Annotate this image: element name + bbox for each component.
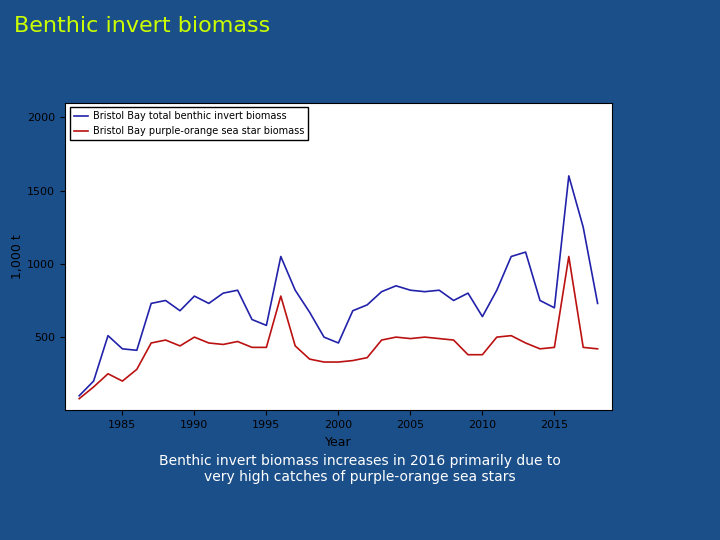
Bristol Bay purple-orange sea star biomass bbox=[492, 334, 501, 340]
Bristol Bay total benthic invert biomass bbox=[147, 300, 156, 307]
Bristol Bay purple-orange sea star biomass bbox=[276, 293, 285, 299]
Bristol Bay purple-orange sea star biomass bbox=[190, 334, 199, 340]
Bristol Bay total benthic invert biomass bbox=[377, 288, 386, 295]
Bristol Bay total benthic invert biomass bbox=[190, 293, 199, 299]
Bristol Bay purple-orange sea star biomass bbox=[204, 340, 213, 346]
Bristol Bay total benthic invert biomass bbox=[435, 287, 444, 293]
Bristol Bay total benthic invert biomass bbox=[492, 287, 501, 293]
Bristol Bay purple-orange sea star biomass bbox=[75, 395, 84, 402]
Bristol Bay total benthic invert biomass bbox=[593, 300, 602, 307]
Bristol Bay total benthic invert biomass bbox=[420, 288, 429, 295]
Bristol Bay total benthic invert biomass bbox=[536, 297, 544, 303]
Bristol Bay purple-orange sea star biomass bbox=[104, 370, 112, 377]
Bristol Bay purple-orange sea star biomass bbox=[521, 340, 530, 346]
Bristol Bay purple-orange sea star biomass bbox=[550, 344, 559, 350]
Bristol Bay total benthic invert biomass bbox=[104, 333, 112, 339]
Bristol Bay purple-orange sea star biomass bbox=[377, 337, 386, 343]
Legend: Bristol Bay total benthic invert biomass, Bristol Bay purple-orange sea star bio: Bristol Bay total benthic invert biomass… bbox=[70, 107, 308, 140]
Bristol Bay total benthic invert biomass bbox=[406, 287, 415, 293]
X-axis label: Year: Year bbox=[325, 436, 351, 449]
Bristol Bay total benthic invert biomass bbox=[507, 253, 516, 260]
Bristol Bay purple-orange sea star biomass bbox=[536, 346, 544, 352]
Bristol Bay total benthic invert biomass bbox=[262, 322, 271, 329]
Bristol Bay purple-orange sea star biomass bbox=[564, 253, 573, 260]
Bristol Bay total benthic invert biomass bbox=[363, 302, 372, 308]
Bristol Bay purple-orange sea star biomass bbox=[176, 343, 184, 349]
Bristol Bay purple-orange sea star biomass bbox=[305, 356, 314, 362]
Bristol Bay purple-orange sea star biomass bbox=[435, 335, 444, 342]
Bristol Bay total benthic invert biomass bbox=[392, 282, 400, 289]
Bristol Bay purple-orange sea star biomass bbox=[262, 344, 271, 350]
Bristol Bay purple-orange sea star biomass bbox=[291, 343, 300, 349]
Y-axis label: 1,000 t: 1,000 t bbox=[12, 234, 24, 279]
Bristol Bay total benthic invert biomass bbox=[478, 313, 487, 320]
Bristol Bay purple-orange sea star biomass bbox=[579, 344, 588, 350]
Bristol Bay purple-orange sea star biomass bbox=[320, 359, 328, 365]
Bristol Bay total benthic invert biomass bbox=[464, 290, 472, 296]
Line: Bristol Bay purple-orange sea star biomass: Bristol Bay purple-orange sea star bioma… bbox=[79, 256, 598, 399]
Bristol Bay purple-orange sea star biomass bbox=[507, 333, 516, 339]
Bristol Bay purple-orange sea star biomass bbox=[420, 334, 429, 340]
Bristol Bay total benthic invert biomass bbox=[550, 305, 559, 311]
Bristol Bay purple-orange sea star biomass bbox=[248, 344, 256, 350]
Bristol Bay total benthic invert biomass bbox=[219, 290, 228, 296]
Bristol Bay total benthic invert biomass bbox=[233, 287, 242, 293]
Bristol Bay purple-orange sea star biomass bbox=[219, 341, 228, 348]
Bristol Bay total benthic invert biomass bbox=[132, 347, 141, 354]
Bristol Bay total benthic invert biomass bbox=[176, 307, 184, 314]
Bristol Bay total benthic invert biomass bbox=[521, 249, 530, 255]
Bristol Bay total benthic invert biomass bbox=[89, 378, 98, 384]
Bristol Bay total benthic invert biomass bbox=[161, 297, 170, 303]
Bristol Bay total benthic invert biomass bbox=[334, 340, 343, 346]
Bristol Bay purple-orange sea star biomass bbox=[449, 337, 458, 343]
Bristol Bay total benthic invert biomass bbox=[248, 316, 256, 323]
Bristol Bay purple-orange sea star biomass bbox=[478, 352, 487, 358]
Bristol Bay total benthic invert biomass bbox=[348, 307, 357, 314]
Bristol Bay total benthic invert biomass bbox=[75, 393, 84, 399]
Bristol Bay purple-orange sea star biomass bbox=[147, 340, 156, 346]
Bristol Bay purple-orange sea star biomass bbox=[334, 359, 343, 365]
Bristol Bay purple-orange sea star biomass bbox=[233, 338, 242, 345]
Text: Benthic invert biomass: Benthic invert biomass bbox=[14, 16, 271, 36]
Bristol Bay purple-orange sea star biomass bbox=[392, 334, 400, 340]
Bristol Bay total benthic invert biomass bbox=[579, 224, 588, 231]
Bristol Bay purple-orange sea star biomass bbox=[406, 335, 415, 342]
Line: Bristol Bay total benthic invert biomass: Bristol Bay total benthic invert biomass bbox=[79, 176, 598, 396]
Bristol Bay purple-orange sea star biomass bbox=[132, 366, 141, 373]
Bristol Bay total benthic invert biomass bbox=[564, 173, 573, 179]
Bristol Bay total benthic invert biomass bbox=[276, 253, 285, 260]
Bristol Bay total benthic invert biomass bbox=[320, 334, 328, 340]
Bristol Bay total benthic invert biomass bbox=[291, 287, 300, 293]
Bristol Bay total benthic invert biomass bbox=[449, 297, 458, 303]
Bristol Bay purple-orange sea star biomass bbox=[348, 357, 357, 364]
Bristol Bay purple-orange sea star biomass bbox=[593, 346, 602, 352]
Bristol Bay total benthic invert biomass bbox=[204, 300, 213, 307]
Bristol Bay total benthic invert biomass bbox=[118, 346, 127, 352]
Bristol Bay purple-orange sea star biomass bbox=[363, 354, 372, 361]
Bristol Bay total benthic invert biomass bbox=[305, 309, 314, 315]
Text: Benthic invert biomass increases in 2016 primarily due to
very high catches of p: Benthic invert biomass increases in 2016… bbox=[159, 454, 561, 484]
Bristol Bay purple-orange sea star biomass bbox=[118, 378, 127, 384]
Bristol Bay purple-orange sea star biomass bbox=[161, 337, 170, 343]
Bristol Bay purple-orange sea star biomass bbox=[89, 384, 98, 390]
Bristol Bay purple-orange sea star biomass bbox=[464, 352, 472, 358]
